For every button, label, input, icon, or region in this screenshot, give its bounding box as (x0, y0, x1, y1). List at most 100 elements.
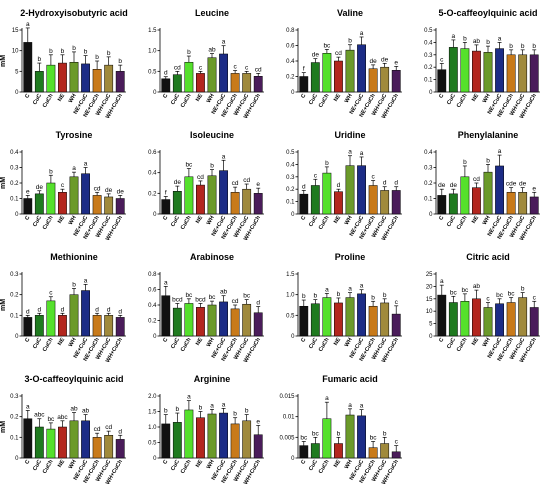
significance-letter: b (72, 45, 76, 52)
bar (92, 315, 102, 337)
significance-letter: c (533, 294, 537, 301)
bar (219, 412, 228, 459)
significance-letter: bc (323, 42, 331, 49)
x-tick-label: C (24, 459, 31, 466)
bar (334, 60, 343, 93)
bar (161, 295, 171, 337)
significance-letter: de (519, 181, 527, 188)
y-tick-label: 0.3 (424, 53, 433, 59)
y-tick-label: 0.015 (279, 394, 295, 400)
bar (196, 184, 205, 215)
chart-title: Uridine (334, 130, 365, 140)
bar (357, 293, 366, 337)
chart-title: Valine (337, 8, 363, 18)
significance-letter: bc (243, 293, 251, 300)
chart-title: Proline (335, 252, 366, 262)
y-tick-label: 0 (429, 212, 433, 218)
significance-letter: b (187, 49, 191, 56)
x-tick-label: C (300, 337, 307, 344)
y-tick-label: 0.01 (283, 415, 295, 421)
y-tick-label: 0.3 (10, 272, 19, 278)
bar (391, 313, 401, 337)
bar (81, 63, 90, 93)
bar (345, 49, 355, 93)
bar (184, 409, 194, 459)
bar (472, 50, 481, 93)
significance-letter: d (26, 308, 30, 315)
y-tick-label: 15 (426, 297, 433, 303)
significance-letter: a (452, 33, 456, 40)
chart-panel: Phenylalanine 0 0.1 0.2 0.3 0.4 de Cde CuC b CuCh c… (424, 130, 540, 242)
y-tick-label: 5 (15, 69, 19, 75)
y-tick-label: 0.3 (424, 166, 433, 172)
significance-letter: de (450, 182, 458, 189)
significance-letter: b (325, 160, 329, 167)
significance-letter: ab (220, 289, 228, 296)
bar (437, 69, 447, 93)
bar (34, 426, 44, 459)
y-tick-label: 0 (153, 334, 157, 340)
x-tick-label: CuCh (42, 337, 55, 353)
significance-letter: a (360, 150, 364, 157)
y-tick-label: 1.0 (148, 425, 157, 431)
x-tick-label: WH (68, 215, 78, 226)
significance-letter: f (303, 66, 305, 73)
significance-letter: cd (255, 66, 262, 73)
bar (115, 71, 125, 93)
y-axis-label: mM (0, 299, 7, 311)
bar (23, 418, 33, 459)
x-tick-label: CuC (446, 215, 457, 228)
bar (219, 53, 228, 93)
y-tick-label: 0 (15, 90, 19, 96)
significance-letter: b (49, 168, 53, 175)
x-tick-label: WH (344, 93, 354, 104)
x-tick-label: NE (57, 459, 66, 469)
significance-letter: a (222, 401, 226, 408)
bar (437, 294, 447, 337)
x-tick-label: C (438, 337, 445, 344)
significance-letter: a (348, 402, 352, 409)
significance-letter: b (107, 50, 111, 57)
bar (334, 302, 343, 337)
x-tick-label: CuCh (42, 215, 55, 231)
significance-letter: cd (94, 185, 101, 192)
bar (472, 298, 481, 337)
bar (368, 185, 378, 215)
significance-letter: bcd (195, 296, 206, 303)
significance-letter: b (486, 39, 490, 46)
bar (242, 420, 252, 459)
bar (299, 305, 309, 337)
y-tick-label: 0.2 (148, 191, 157, 197)
bar (230, 73, 240, 93)
significance-letter: bc (496, 292, 504, 299)
significance-letter: d (337, 182, 341, 189)
bar (230, 308, 240, 337)
x-tick-label: CuCh (180, 459, 193, 475)
significance-letter: b (95, 54, 99, 61)
y-tick-label: 0 (15, 456, 19, 462)
x-tick-label: C (162, 337, 169, 344)
y-tick-label: 0 (291, 212, 295, 218)
significance-letter: b (302, 293, 306, 300)
bar (58, 426, 67, 459)
significance-letter: c (199, 64, 203, 71)
y-tick-label: 15 (12, 28, 19, 34)
significance-letter: de (117, 188, 125, 195)
bar (518, 297, 528, 337)
x-tick-label: NE (471, 93, 480, 103)
x-tick-label: NE (195, 459, 204, 469)
significance-letter: bc (450, 289, 458, 296)
bar (69, 420, 79, 459)
y-tick-label: 0.3 (10, 394, 19, 400)
significance-letter: b (383, 292, 387, 299)
y-tick-label: 0.5 (286, 313, 295, 319)
bar (253, 434, 263, 459)
bar (104, 64, 114, 93)
x-tick-label: WH (482, 93, 492, 104)
significance-letter: cd (232, 180, 239, 187)
bar (115, 439, 125, 459)
y-tick-label: 0.6 (286, 44, 295, 50)
bar (299, 76, 309, 93)
significance-letter: b (463, 35, 467, 42)
y-tick-label: 20 (426, 284, 433, 290)
